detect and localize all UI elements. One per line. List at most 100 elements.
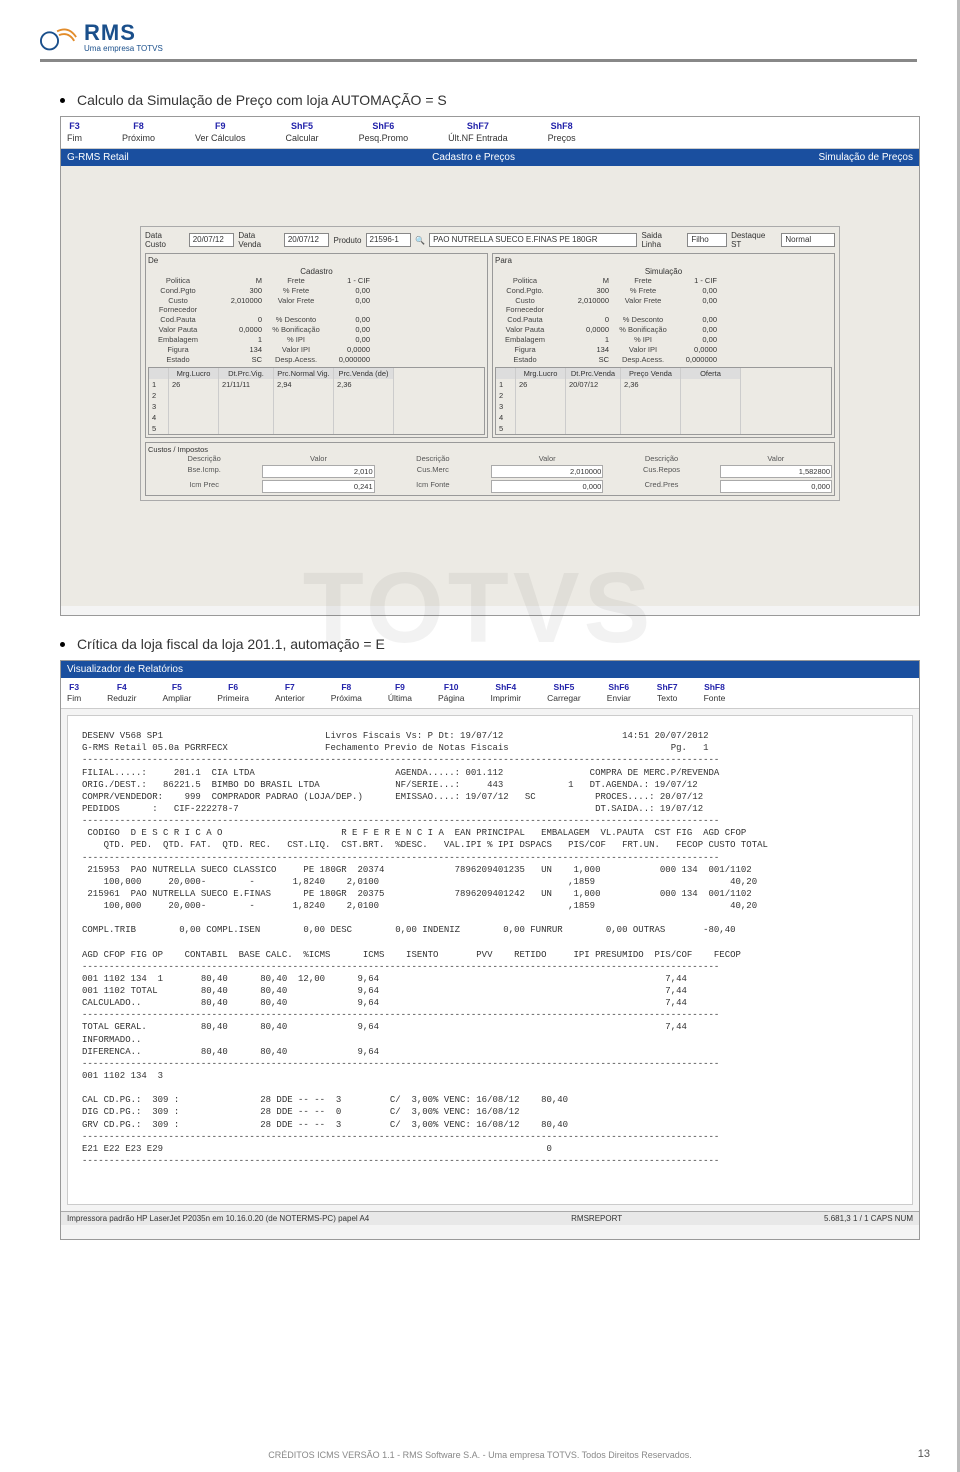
fkey-F5[interactable]: F5Ampliar <box>162 682 191 704</box>
pt-cell: 2,36 <box>334 379 394 390</box>
report-body: DESENV V568 SP1 Livros Fiscais Vs: P Dt:… <box>67 715 913 1205</box>
grid-cell: Desp.Acess. <box>613 355 673 364</box>
screenshot-report: Visualizador de Relatórios F3FimF4Reduzi… <box>60 660 920 1240</box>
fkey-ShF8[interactable]: ShF8Preços <box>548 121 576 144</box>
pt-cell <box>169 401 219 412</box>
pt-cell: 5 <box>149 423 169 434</box>
inp-produto-desc[interactable]: PAO NUTRELLA SUECO E.FINAS PE 180GR <box>429 233 637 247</box>
grid-cell: 0,00 <box>330 335 370 344</box>
fkey-ShF8[interactable]: ShF8Fonte <box>704 682 726 704</box>
fkey-F3[interactable]: F3Fim <box>67 682 81 704</box>
lbl-data-venda: Data Venda <box>238 231 279 249</box>
fkey-F7[interactable]: F7Anterior <box>275 682 305 704</box>
grid-cell: Embalagem <box>148 335 208 344</box>
grid-cell: 0,00 <box>677 335 717 344</box>
grid-cell: % IPI <box>266 335 326 344</box>
footer: CRÉDITOS ICMS VERSÃO 1.1 - RMS Software … <box>0 1450 960 1460</box>
pt-cell <box>566 401 621 412</box>
inp-data-venda[interactable]: 20/07/12 <box>284 233 330 247</box>
inp-data-custo[interactable]: 20/07/12 <box>189 233 235 247</box>
pt-header: Prc.Normal Vig. <box>274 368 334 379</box>
pt-cell <box>334 390 394 401</box>
fkey-ShF5[interactable]: ShF5Carregar <box>547 682 581 704</box>
grid-cell: Politica <box>495 276 555 285</box>
fkey-ShF7[interactable]: ShF7Texto <box>657 682 678 704</box>
pt-cell <box>334 423 394 434</box>
pt-header: Mrg.Lucro <box>169 368 219 379</box>
inp-destaque[interactable]: Normal <box>781 233 835 247</box>
pt-cell <box>516 390 566 401</box>
status-right: 5.681,3 1 / 1 CAPS NUM <box>824 1214 913 1223</box>
inp-saida-linha[interactable]: Filho <box>687 233 727 247</box>
fkey-F4[interactable]: F4Reduzir <box>107 682 136 704</box>
fkey-F9[interactable]: F9Ver Cálculos <box>195 121 246 144</box>
grid-cell: Cond.Pgto. <box>495 286 555 295</box>
fkey-ShF5[interactable]: ShF5Calcular <box>286 121 319 144</box>
fkey-F10[interactable]: F10Página <box>438 682 464 704</box>
lbl-produto: Produto <box>333 236 361 245</box>
fkey-ShF4[interactable]: ShF4Imprimir <box>490 682 521 704</box>
pt-cell <box>219 401 274 412</box>
grid-cell: 0 <box>559 315 609 324</box>
grid-cell: SC <box>212 355 262 364</box>
grid-cell: M <box>212 276 262 285</box>
ss1-title-left: G-RMS Retail <box>67 152 129 163</box>
pt-cell <box>274 401 334 412</box>
costs-cell: 0,000 <box>720 480 832 493</box>
pt-cell: 4 <box>149 412 169 423</box>
rms-logo-icon <box>40 23 78 53</box>
grid-cell: 300 <box>212 286 262 295</box>
grid-cell: 134 <box>212 345 262 354</box>
fkey-ShF6[interactable]: ShF6Pesq.Promo <box>359 121 409 144</box>
grid-cell: Embalagem <box>495 335 555 344</box>
fkey-ShF7[interactable]: ShF7Últ.NF Entrada <box>448 121 508 144</box>
pt-cell <box>219 390 274 401</box>
pt-cell <box>681 379 741 390</box>
fkey-F9[interactable]: F9Última <box>388 682 412 704</box>
price-table-left: Mrg.LucroDt.Prc.Vig.Prc.Normal Vig.Prc.V… <box>148 367 485 435</box>
costs-cell: 0,000 <box>491 480 603 493</box>
top-row: Data Custo 20/07/12 Data Venda 20/07/12 … <box>145 231 835 249</box>
grid-cell: 0,00 <box>330 315 370 324</box>
fkey-F8[interactable]: F8Próximo <box>122 121 155 144</box>
grid-cell: 134 <box>559 345 609 354</box>
fkey-F6[interactable]: F6Primeira <box>217 682 249 704</box>
pt-header: Mrg.Lucro <box>516 368 566 379</box>
fkey-ShF6[interactable]: ShF6Enviar <box>607 682 631 704</box>
inp-produto-cod[interactable]: 21596-1 <box>366 233 412 247</box>
grid-cell: Frete <box>613 276 673 285</box>
lbl-destaque: Destaque ST <box>731 231 777 249</box>
pt-cell <box>681 423 741 434</box>
costs-box: Custos / Impostos DescriçãoValorDescriçã… <box>145 442 835 496</box>
grid-cell: 300 <box>559 286 609 295</box>
grid-cell: Valor Pauta <box>495 325 555 334</box>
grid-cell: Custo Fornecedor <box>495 296 555 314</box>
grid-cell: 0,00 <box>677 315 717 324</box>
ss1-title-center: Cadastro e Preços <box>432 152 515 163</box>
grid-cell: SC <box>559 355 609 364</box>
pt-cell: 26 <box>516 379 566 390</box>
costs-cell: Bse.Icmp. <box>148 465 260 478</box>
fkey-F3[interactable]: F3Fim <box>67 121 82 144</box>
screenshot-simulacao: F3Fim F8Próximo F9Ver Cálculos ShF5Calcular… <box>60 116 920 616</box>
grid-cell: Cond.Pgto <box>148 286 208 295</box>
pt-cell <box>681 401 741 412</box>
costs-title: Custos / Impostos <box>148 445 832 454</box>
page-number: 13 <box>918 1448 930 1460</box>
grid-cell: 0,00 <box>330 296 370 314</box>
grid-cell: Desp.Acess. <box>266 355 326 364</box>
costs-cell: Cus.Merc <box>377 465 489 478</box>
fkey-F8[interactable]: F8Próxima <box>331 682 362 704</box>
ss1-title-right: Simulação de Preços <box>818 152 913 163</box>
grid-cell: M <box>559 276 609 285</box>
pt-cell: 26 <box>169 379 219 390</box>
section-para: Para Simulação PoliticaMFrete1 - CIFCond… <box>492 253 835 438</box>
bullet-1-text: Calculo da Simulação de Preço com loja A… <box>77 92 447 108</box>
costs-header: Descrição <box>605 454 717 463</box>
pt-cell <box>169 412 219 423</box>
grid-cell: 0,00 <box>677 325 717 334</box>
costs-cell: 2,010 <box>262 465 374 478</box>
lookup-icon[interactable]: 🔍 <box>415 236 425 245</box>
bullet-icon <box>60 642 65 647</box>
grid-cell: % Frete <box>613 286 673 295</box>
